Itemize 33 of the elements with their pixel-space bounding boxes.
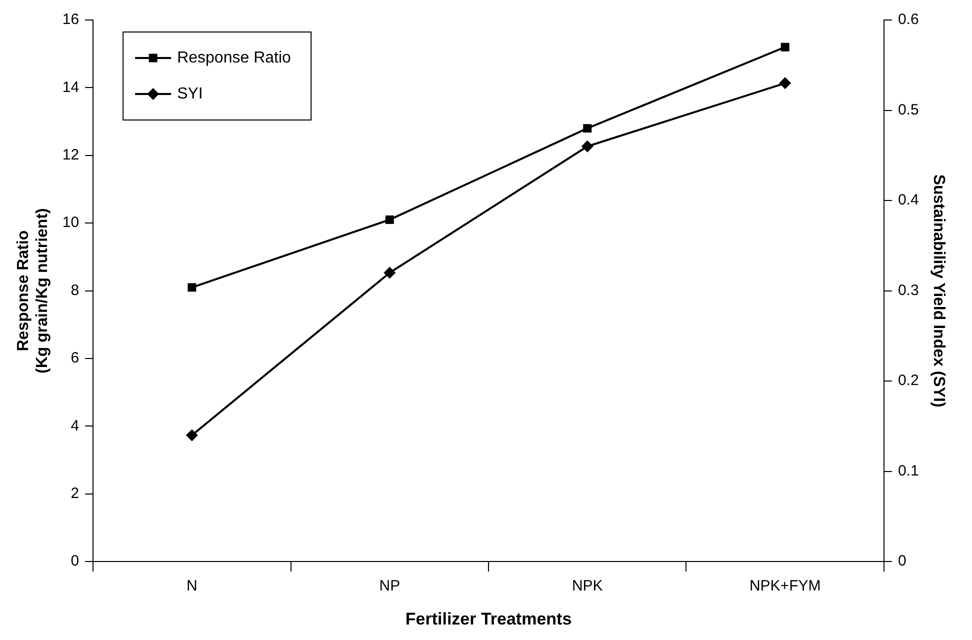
y-tick-label: 4 [70,417,80,434]
y2-tick-label: 0.3 [898,282,919,299]
y-tick-label: 10 [62,214,80,232]
y2-tick-label: 0.6 [898,11,919,28]
y2-tick-label: 0.2 [898,372,919,390]
point [188,283,196,292]
y2-tick-label: 0 [898,552,906,570]
y-tick-label: 0 [70,552,80,570]
point [385,215,394,224]
point [384,266,396,279]
point [186,429,198,442]
y-tick-label: 14 [62,78,80,96]
y-tick-label: 8 [70,282,80,299]
legend-label: Response Ratio [177,49,292,66]
x-tick-label: NP [379,578,400,595]
y-tick-label: 2 [70,485,80,502]
y-tick-label: 6 [70,350,80,367]
point [583,124,592,133]
y-tick-label: 16 [62,11,80,28]
y2-tick-label: 0.5 [898,101,919,118]
x-axis-title: Fertilizer Treatments [405,609,572,628]
legend-label: SYI [177,85,203,102]
point [780,42,790,52]
point [779,77,792,90]
x-tick-label: NPK+FYM [749,578,821,595]
y-tick-label: 12 [62,146,80,164]
y-axis-title: Response Ratio (Kg grain/Kg nutrient) [15,208,52,374]
x-tick-label: N [186,578,198,595]
x-tick-label: NPK [572,578,603,595]
y2-tick-label: 0.1 [898,462,919,480]
point [581,140,594,152]
y2-tick-label: 0.4 [898,192,919,209]
y2-axis-title: Sustainability Yield Index (SYI) [930,174,947,408]
